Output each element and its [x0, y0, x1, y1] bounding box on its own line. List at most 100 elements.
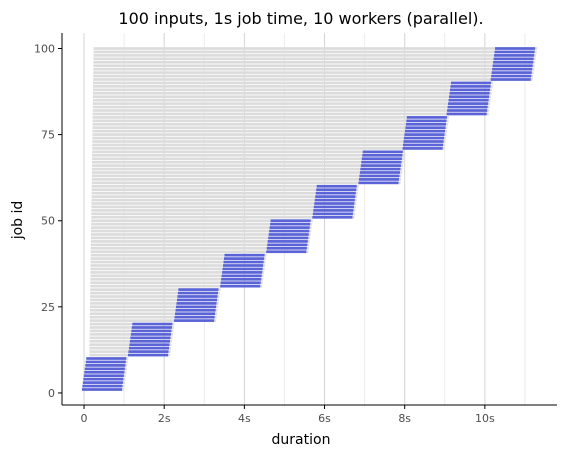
- run-bar: [175, 312, 216, 316]
- wait-bar: [93, 78, 533, 81]
- run-bar: [131, 326, 172, 329]
- run-bar: [358, 181, 399, 185]
- run-bar: [495, 47, 536, 50]
- wait-bar: [92, 98, 491, 102]
- run-bar: [405, 126, 446, 130]
- run-bar: [224, 253, 265, 257]
- grid: [83, 33, 526, 405]
- wait-bar: [91, 167, 403, 171]
- wait-bar: [92, 147, 445, 150]
- wait-bar: [90, 236, 311, 240]
- run-bar: [221, 277, 262, 281]
- wait-bar: [90, 253, 267, 257]
- x-axis-label: duration: [272, 432, 331, 448]
- wait-bar: [92, 126, 448, 130]
- wait-bar: [90, 302, 219, 305]
- run-bar: [361, 160, 402, 164]
- wait-bar: [91, 205, 356, 209]
- wait-bar: [91, 174, 402, 178]
- run-bar: [266, 250, 307, 254]
- run-bar: [269, 226, 310, 229]
- run-bar: [447, 105, 488, 109]
- wait-bar: [90, 295, 220, 298]
- run-bar: [178, 288, 219, 291]
- run-bar: [223, 264, 264, 267]
- bars: [81, 47, 538, 391]
- run-bar: [267, 243, 308, 247]
- run-bar: [270, 222, 311, 226]
- run-bar: [269, 229, 310, 233]
- run-bar: [314, 202, 355, 205]
- wait-bar: [90, 250, 309, 254]
- wait-bar: [93, 54, 537, 57]
- y-tick-label: 25: [41, 301, 55, 314]
- axes: 0 2s 4s 6s 8s 10s 0 25 50 75 100: [34, 33, 557, 425]
- run-bar: [450, 81, 492, 85]
- run-bar: [406, 116, 447, 119]
- run-bar: [448, 98, 489, 102]
- wait-bar: [92, 140, 446, 143]
- wait-bar: [92, 129, 448, 133]
- run-bar: [224, 257, 265, 260]
- wait-bar: [93, 64, 535, 68]
- wait-bar: [93, 57, 536, 61]
- run-bar: [267, 240, 308, 243]
- run-bar: [449, 88, 491, 92]
- wait-bar: [90, 246, 309, 250]
- wait-bar: [92, 143, 446, 147]
- wait-bar: [91, 226, 312, 229]
- x-tick-label: 4s: [238, 412, 251, 425]
- wait-bar: [91, 188, 359, 192]
- wait-bar: [92, 105, 490, 109]
- wait-bar: [90, 288, 221, 291]
- wait-bar: [90, 291, 220, 295]
- wait-bar: [90, 277, 264, 281]
- wait-bar: [91, 233, 311, 236]
- y-axis-label: job id: [10, 201, 26, 241]
- wait-bar: [92, 112, 489, 116]
- run-bar: [85, 364, 126, 367]
- wait-bar: [90, 281, 263, 285]
- wait-bar: [91, 178, 402, 181]
- wait-bar: [90, 274, 264, 278]
- run-bar: [492, 64, 533, 68]
- wait-bar: [92, 157, 404, 161]
- wait-bar: [93, 60, 536, 64]
- run-bar: [130, 336, 171, 340]
- wait-bar: [93, 85, 493, 88]
- wait-bar: [90, 257, 267, 260]
- wait-bar: [92, 102, 491, 105]
- wait-bar: [90, 271, 265, 274]
- run-bar: [362, 150, 403, 154]
- run-bar: [448, 102, 489, 105]
- run-bar: [490, 78, 531, 81]
- wait-bar: [91, 198, 357, 202]
- run-bar: [82, 381, 123, 384]
- run-bar: [360, 164, 401, 167]
- run-bar: [494, 50, 535, 54]
- run-bar: [81, 388, 122, 391]
- run-bar: [129, 343, 170, 347]
- wait-bar: [91, 191, 358, 195]
- run-bar: [449, 95, 490, 99]
- wait-bar: [92, 116, 449, 119]
- run-bar: [128, 346, 170, 350]
- run-bar: [493, 57, 534, 61]
- run-bar: [270, 219, 311, 223]
- wait-bar: [91, 229, 312, 233]
- wait-bar: [90, 240, 310, 243]
- run-bar: [446, 112, 487, 116]
- wait-bar: [91, 209, 356, 212]
- run-bar: [84, 367, 125, 371]
- run-bar: [312, 215, 353, 219]
- wait-bar: [92, 109, 490, 112]
- run-bar: [313, 209, 354, 212]
- wait-bar: [89, 322, 175, 326]
- wait-bar: [91, 171, 402, 174]
- run-bar: [449, 91, 490, 95]
- run-bar: [222, 267, 263, 271]
- run-bar: [176, 298, 218, 302]
- wait-bar: [89, 326, 174, 329]
- run-bar: [360, 167, 401, 171]
